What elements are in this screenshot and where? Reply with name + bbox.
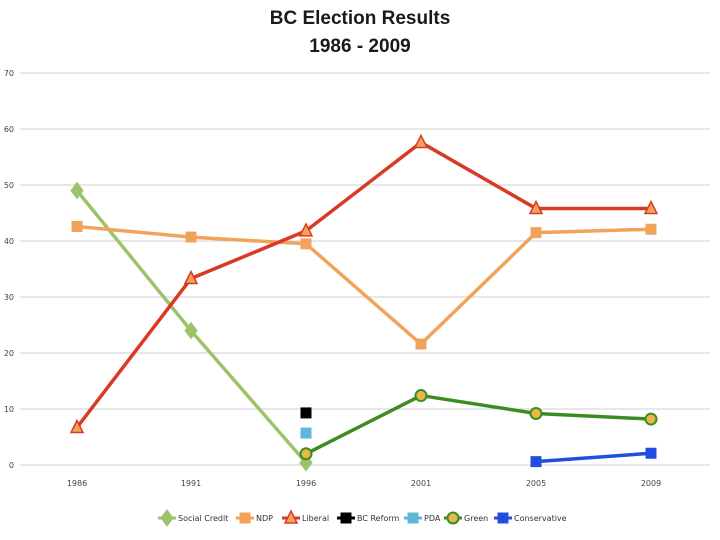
data-point-social-credit [184, 321, 198, 340]
legend-marker-pda [407, 512, 419, 524]
data-point-conservative [645, 447, 657, 459]
data-point-liberal [69, 418, 85, 434]
legend-label-pda: PDA [424, 514, 441, 523]
data-point-liberal [183, 269, 199, 285]
y-tick-label: 60 [4, 125, 14, 134]
legend-label-bc-reform: BC Reform [357, 514, 399, 523]
data-point-green [414, 389, 428, 403]
legend-marker-green [446, 511, 460, 525]
series-line-liberal [75, 140, 651, 429]
x-tick-label: 1991 [181, 479, 201, 488]
y-tick-label: 30 [4, 293, 14, 302]
legend-marker-ndp [239, 512, 251, 524]
data-point-ndp [645, 223, 657, 235]
series-line-ndp [76, 224, 652, 346]
data-point-ndp [530, 227, 542, 239]
data-point-ndp [415, 338, 427, 350]
chart-title: BC Election Results [269, 8, 451, 29]
data-point-social-credit [70, 181, 84, 200]
x-tick-label: 2005 [526, 479, 546, 488]
series-line-green [305, 393, 652, 456]
legend-marker-conservative [497, 512, 509, 524]
legend-label-ndp: NDP [256, 514, 273, 523]
data-point-ndp [71, 220, 83, 232]
chart-subtitle: 1986 - 2009 [309, 36, 411, 57]
y-tick-label: 20 [4, 349, 14, 358]
data-point-conservative [530, 456, 542, 468]
data-point-green [299, 447, 313, 461]
data-point-green [644, 412, 658, 426]
series-line-conservative [535, 451, 652, 464]
y-tick-label: 70 [4, 69, 14, 78]
data-point-bc-reform [300, 407, 312, 419]
x-tick-label: 2001 [411, 479, 431, 488]
legend-label-liberal: Liberal [302, 514, 329, 523]
legend-marker-bc-reform [340, 512, 352, 524]
x-tick-label: 1996 [296, 479, 316, 488]
y-tick-label: 50 [4, 181, 14, 190]
y-tick-label: 10 [4, 405, 14, 414]
y-tick-label: 40 [4, 237, 14, 246]
legend-marker-liberal [283, 509, 299, 524]
legend-label-conservative: Conservative [514, 514, 567, 523]
data-point-pda [300, 427, 312, 439]
data-point-green [529, 406, 543, 420]
data-point-liberal [528, 199, 544, 215]
data-point-liberal [413, 133, 429, 149]
data-point-liberal [298, 222, 314, 237]
x-tick-label: 1986 [67, 479, 87, 488]
legend-label-green: Green [464, 514, 488, 523]
data-point-ndp [300, 238, 312, 250]
legend-marker-social-credit [160, 509, 174, 527]
legend-label-social-credit: Social Credit [178, 514, 228, 523]
x-tick-label: 2009 [641, 479, 661, 488]
y-tick-label: 0 [9, 461, 14, 470]
data-point-liberal [643, 199, 659, 215]
data-point-ndp [185, 231, 197, 243]
